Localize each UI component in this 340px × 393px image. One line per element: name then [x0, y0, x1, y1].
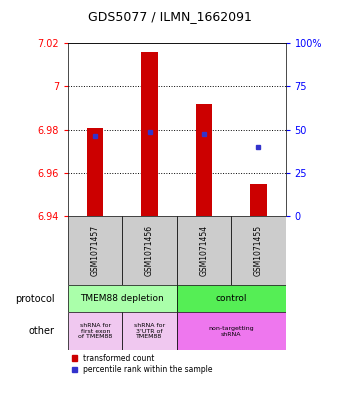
Bar: [122, 216, 177, 285]
Bar: [250, 184, 267, 216]
Text: other: other: [29, 326, 54, 336]
Text: shRNA for
first exon
of TMEM88: shRNA for first exon of TMEM88: [78, 323, 112, 340]
Text: control: control: [216, 294, 247, 303]
Bar: [196, 104, 212, 216]
Bar: [177, 216, 231, 285]
Bar: [68, 285, 177, 312]
Bar: [68, 216, 122, 285]
Bar: [141, 52, 158, 216]
Bar: [122, 312, 177, 350]
Text: GSM1071457: GSM1071457: [91, 225, 100, 276]
Text: GSM1071455: GSM1071455: [254, 225, 263, 276]
Text: protocol: protocol: [15, 294, 54, 304]
Bar: [231, 216, 286, 285]
Text: shRNA for
3'UTR of
TMEM88: shRNA for 3'UTR of TMEM88: [134, 323, 165, 340]
Text: non-targetting
shRNA: non-targetting shRNA: [208, 326, 254, 336]
Text: GSM1071456: GSM1071456: [145, 225, 154, 276]
Legend: transformed count, percentile rank within the sample: transformed count, percentile rank withi…: [72, 354, 213, 374]
Bar: [68, 312, 122, 350]
Text: GDS5077 / ILMN_1662091: GDS5077 / ILMN_1662091: [88, 10, 252, 23]
Text: TMEM88 depletion: TMEM88 depletion: [81, 294, 164, 303]
Bar: [87, 128, 103, 216]
Bar: [177, 312, 286, 350]
Text: GSM1071454: GSM1071454: [200, 225, 208, 276]
Bar: [177, 285, 286, 312]
